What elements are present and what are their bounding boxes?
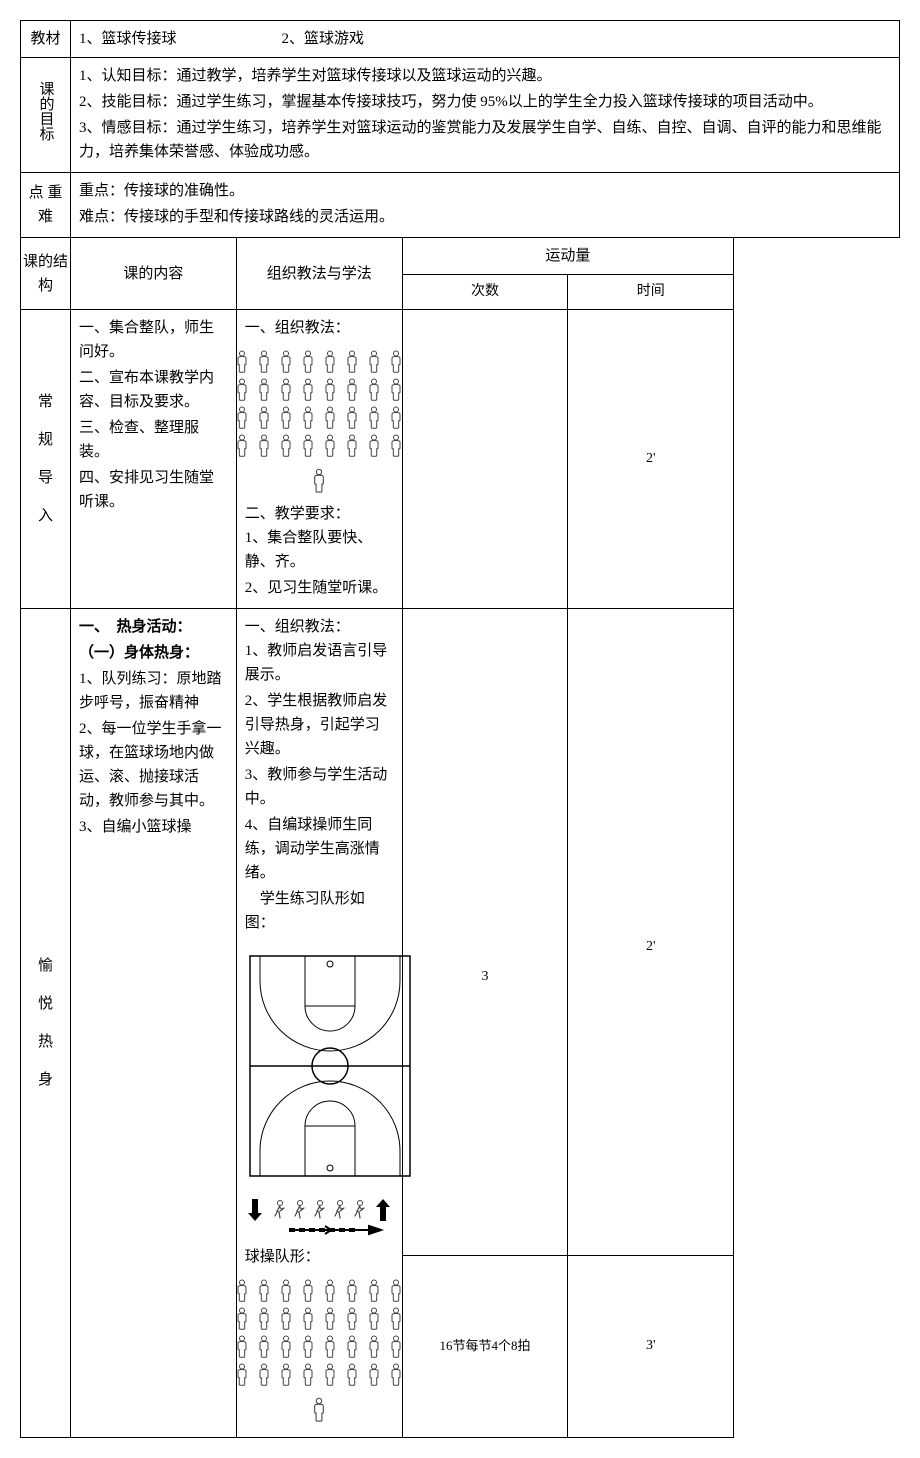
- section2-content: 一、 热身活动： （一）身体热身： 1、队列练习：原地踏步呼号，振奋精神 2、每…: [71, 609, 237, 1438]
- section2-time2: 3': [568, 1255, 734, 1437]
- section1-time: 2': [568, 310, 734, 609]
- formation-diagram-2: [245, 1277, 394, 1423]
- section1-content: 一、集合整队，师生问好。 二、宣布本课教学内容、目标及要求。 三、检查、整理服装…: [71, 310, 237, 609]
- section1-count: [402, 310, 568, 609]
- header-content: 课的内容: [71, 238, 237, 310]
- goals-content: 1、认知目标：通过教学，培养学生对篮球传接球以及篮球运动的兴趣。 2、技能目标：…: [71, 58, 900, 173]
- label-goals: 课的目标: [21, 58, 71, 173]
- arrow-up-icon: [372, 1195, 394, 1225]
- section2-method: 一、组织教法： 1、教师启发语言引导展示。 2、学生根据教师启发引导热身，引起学…: [236, 609, 402, 1438]
- section2-count2: 16节每节4个8拍: [402, 1255, 568, 1437]
- arrow-down-icon: [244, 1195, 266, 1225]
- section1-method: 一、组织教法： 二、教学要求： 1、集合整队要快、静、齐。 2、见习生随堂听课。: [236, 310, 402, 609]
- textbook-content: 1、篮球传接球 2、篮球游戏: [71, 21, 900, 58]
- header-amount: 运动量: [402, 238, 734, 275]
- arrow-right-icon: [249, 1223, 389, 1237]
- keypoints-content: 重点：传接球的准确性。 难点：传接球的手型和传接球路线的灵活运用。: [71, 173, 900, 238]
- court-diagram: [245, 943, 394, 1237]
- section2-time1: 2': [568, 609, 734, 1256]
- header-count: 次数: [402, 275, 568, 310]
- section1-label: 常 规 导 入: [21, 310, 71, 609]
- formation-diagram-1: [245, 348, 394, 494]
- label-textbook: 教材: [21, 21, 71, 58]
- teacher-icon: [309, 1395, 329, 1423]
- section2-label: 愉 悦 热 身: [21, 609, 71, 1438]
- section2-count1: 3: [402, 609, 568, 1256]
- header-structure: 课的结构: [21, 238, 71, 310]
- teacher-icon: [309, 466, 329, 494]
- label-keypoints: 点 重难: [21, 173, 71, 238]
- header-method: 组织教法与学法: [236, 238, 402, 310]
- header-time: 时间: [568, 275, 734, 310]
